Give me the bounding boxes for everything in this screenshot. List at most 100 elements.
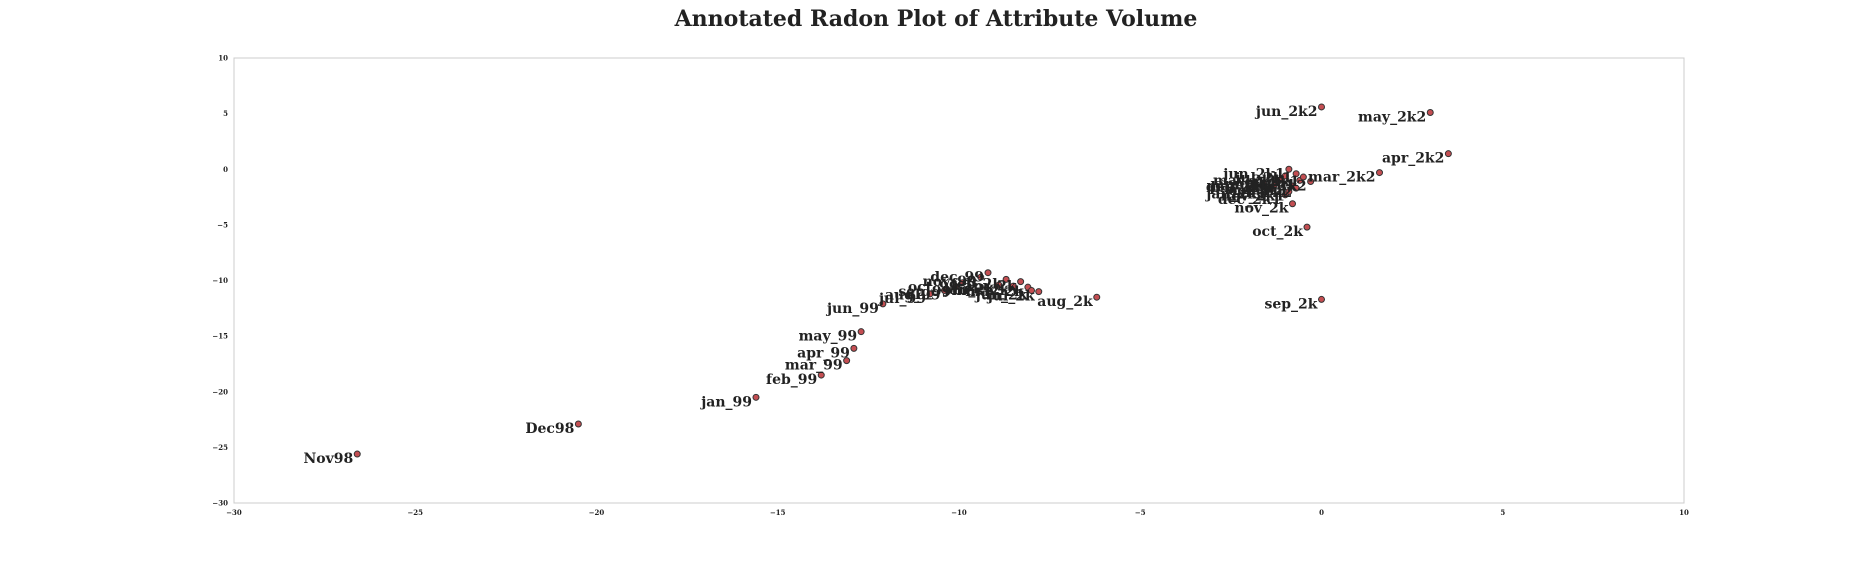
point-label: sep_99 (898, 284, 951, 300)
y-tick-label: −20 (212, 387, 228, 396)
point-label: feb_2k1 (1209, 182, 1270, 198)
y-tick-label: 0 (223, 165, 228, 174)
point-label: aug_2k (1037, 294, 1093, 310)
point-label: mar_2k2 (1308, 170, 1375, 186)
point-label: apr_2k2 (1382, 151, 1444, 167)
point-label: oct_2k1 (1228, 183, 1289, 199)
point-label: nov_2k (1234, 201, 1288, 217)
data-point (1303, 223, 1311, 231)
point-label: jul_2k (986, 289, 1035, 305)
x-tick-label: −25 (407, 508, 423, 517)
data-point (1318, 295, 1325, 303)
data-point (995, 281, 1003, 289)
data-point (984, 269, 992, 277)
y-tick-label: −15 (212, 332, 228, 341)
point-label: jun_2k (974, 288, 1028, 304)
data-point (1318, 103, 1325, 111)
x-tick-label: −5 (1135, 508, 1146, 517)
point-label: sep_2k1 (1237, 174, 1300, 190)
data-point (977, 273, 985, 281)
data-point (353, 450, 361, 458)
y-tick-label: −10 (212, 276, 228, 285)
point-label: feb_99 (766, 372, 817, 388)
data-point (817, 371, 825, 379)
point-label: dec_99 (930, 270, 984, 286)
point-label: aug_2k1 (1231, 177, 1296, 193)
data-point (959, 279, 967, 287)
point-label: mar_2k (952, 283, 1010, 299)
data-point (1307, 177, 1315, 185)
x-tick-label: 10 (1679, 508, 1689, 517)
point-label: jan_99 (699, 394, 752, 410)
point-label: Nov98 (303, 451, 353, 467)
data-point (1009, 282, 1017, 290)
point-label: jan_2k2 (1230, 185, 1293, 201)
data-point (850, 344, 858, 352)
data-point (926, 290, 934, 298)
data-point (1426, 109, 1434, 117)
data-points (353, 103, 1452, 458)
data-point (1299, 173, 1307, 181)
point-label: aug_99 (885, 288, 941, 304)
point-label: apr_99 (797, 345, 850, 361)
point-label: Dec98 (525, 421, 574, 437)
point-label: oct_2k (1252, 224, 1303, 240)
data-point (1267, 185, 1275, 193)
y-axis: −30 −25 −20 −15 −10 −5 0 5 10 (212, 54, 228, 508)
data-point (1281, 172, 1289, 180)
x-tick-label: −10 (951, 508, 967, 517)
data-point (1281, 191, 1289, 199)
data-point (1028, 287, 1035, 295)
point-label: mar_99 (785, 358, 843, 374)
data-point (857, 328, 865, 336)
point-label: apr_2k (964, 279, 1017, 295)
point-label: nov_99 (923, 274, 977, 290)
data-point (1260, 179, 1267, 187)
point-label: jul_99 (877, 291, 926, 307)
chart-title: Annotated Radon Plot of Attribute Volume (674, 6, 1198, 32)
data-point (1035, 288, 1043, 296)
data-point (1292, 170, 1300, 178)
data-point (1017, 278, 1025, 286)
x-tick-label: −30 (226, 508, 242, 517)
point-label: may_99 (799, 329, 858, 345)
x-axis: −30 −25 −20 −15 −10 −5 0 5 10 (226, 508, 1689, 517)
data-point (879, 300, 887, 308)
point-label: jun_2k2 (1254, 104, 1318, 120)
point-label: jun_2k1 (1221, 166, 1285, 182)
y-tick-label: 5 (223, 109, 228, 118)
data-point (1292, 184, 1300, 192)
data-point (1444, 150, 1452, 158)
y-tick-label: −30 (212, 499, 228, 508)
point-label: jun_99 (825, 301, 879, 317)
plot-area-frame (233, 57, 1685, 504)
point-label: dec_2k1 (1218, 192, 1281, 208)
point-label: feb_2k2 (1246, 178, 1307, 194)
point-label: mar_2k1 (1207, 178, 1274, 194)
y-tick-label: −5 (217, 220, 228, 229)
x-tick-label: 5 (1500, 508, 1505, 517)
y-tick-label: −25 (212, 443, 228, 452)
point-label: may_2k2 (1358, 110, 1426, 126)
data-point (752, 393, 760, 401)
point-label: may_2k1 (1213, 173, 1281, 189)
point-labels: Nov98 Dec98 jan_99 feb_99mar_99apr_99may_99… (303, 104, 1444, 467)
x-tick-label: −20 (589, 508, 605, 517)
data-point (1376, 169, 1383, 177)
data-point (1093, 293, 1101, 301)
x-tick-label: 0 (1319, 508, 1324, 517)
data-point (1002, 275, 1010, 283)
point-label: dec_2k (1206, 180, 1260, 196)
point-label: jul_2k1 (1233, 171, 1292, 187)
data-point (941, 287, 948, 295)
data-point (1289, 200, 1296, 208)
point-label: oct_99 (908, 280, 959, 296)
point-label: apr_2k1 (1215, 176, 1277, 192)
x-tick-label: −15 (770, 508, 786, 517)
data-point (951, 283, 959, 291)
point-label: nov_2k1 (1221, 189, 1285, 205)
y-tick-label: 10 (218, 54, 228, 63)
point-label: sep_2k (1264, 296, 1317, 312)
point-label: jan_2k (942, 282, 995, 298)
